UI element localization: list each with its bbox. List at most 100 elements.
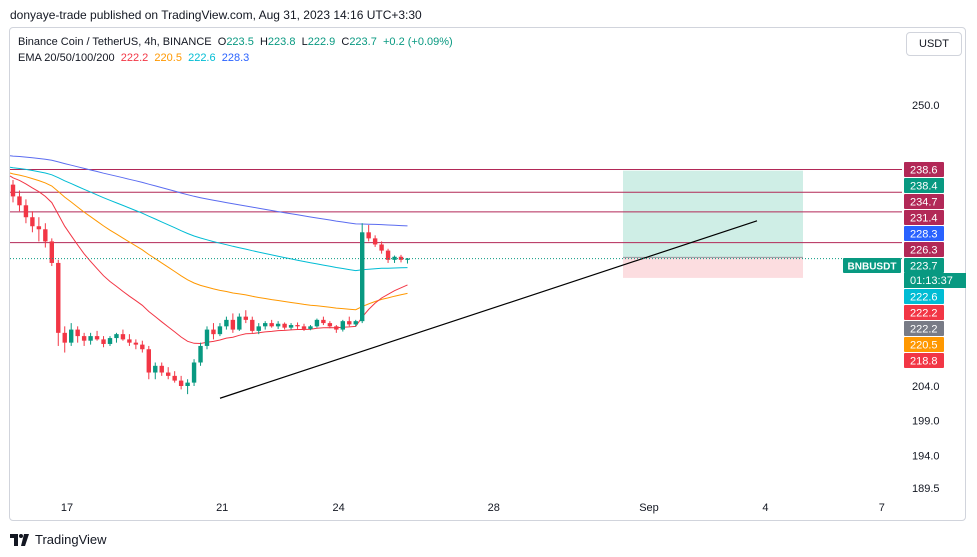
candle-body	[172, 375, 177, 381]
x-tick-label: 24	[332, 502, 344, 514]
candle-body	[353, 321, 358, 325]
x-tick-label: 4	[762, 502, 768, 514]
candle-body	[269, 323, 274, 327]
candle-body	[321, 319, 326, 324]
candle-body	[250, 319, 255, 331]
candle-body	[43, 229, 48, 242]
price-badge	[904, 336, 944, 352]
price-badge-label: 231.4	[910, 212, 938, 224]
loss-zone	[623, 257, 803, 278]
candle-body	[230, 319, 236, 330]
y-tick-label: 250.0	[912, 100, 940, 112]
trendline	[219, 220, 758, 399]
change-value: +0.2 (+0.09%)	[382, 36, 453, 48]
price-badges: 238.6 238.4 234.7 231.4 228.3 226.3 223.7 01:13…	[843, 161, 966, 368]
price-badge	[904, 209, 944, 225]
symbol-tag-label: BNBUSDT	[848, 261, 897, 272]
candles	[10, 179, 410, 395]
candle-body	[243, 316, 248, 320]
ema100-value: 222.6	[188, 52, 216, 64]
open-label: O	[217, 36, 227, 48]
candle-body	[49, 241, 54, 263]
x-tick-label: 7	[879, 502, 885, 514]
y-tick-label: 199.0	[912, 415, 940, 427]
candle-body	[133, 342, 139, 345]
price-badge-label: 222.2	[910, 323, 938, 335]
x-tick-label: 21	[216, 502, 228, 514]
price-badge	[904, 352, 944, 368]
tradingview-brand: TradingView	[35, 532, 107, 547]
price-badge	[904, 241, 944, 257]
candle-body	[256, 326, 261, 331]
price-badge	[904, 320, 944, 336]
price-badge	[904, 177, 944, 193]
candle-body	[308, 326, 313, 329]
axes: 17 21 24 28 Sep 4 7 250.0 204.0 199.0 194.0 189.5	[61, 100, 940, 514]
ema200-value: 228.3	[221, 52, 250, 64]
candle-body	[94, 336, 100, 340]
price-badge-label: 223.7	[910, 260, 938, 272]
candle-body	[191, 362, 197, 383]
candle-body	[379, 244, 384, 251]
y-tick-label: 204.0	[912, 381, 940, 393]
candle-body	[366, 232, 371, 239]
price-badge	[904, 161, 944, 177]
candle-body	[120, 334, 126, 340]
x-tick-label: 28	[488, 502, 500, 514]
close-label: C	[341, 36, 350, 48]
y-tick-label: 189.5	[912, 483, 940, 495]
candle-body	[295, 325, 300, 327]
horizontal-levels	[10, 168, 902, 244]
candle-body	[334, 326, 339, 330]
ema50-value: 220.5	[154, 52, 182, 64]
candle-body	[17, 196, 22, 206]
countdown-badge	[904, 272, 966, 288]
price-badge-label: 238.4	[910, 180, 938, 192]
ema20-value: 222.2	[120, 52, 149, 64]
candle-body	[204, 329, 210, 346]
ema100-line	[9, 166, 408, 272]
candle-body	[347, 321, 352, 325]
symbol-title: Binance Coin / TetherUS, 4h, BINANCE	[18, 36, 212, 48]
candle-body	[372, 238, 378, 245]
candle-body	[314, 319, 320, 327]
candle-body	[275, 323, 281, 327]
candle-body	[127, 339, 132, 343]
candle-body	[36, 226, 42, 230]
tradingview-logo[interactable]: TradingView	[10, 532, 107, 547]
candle-body	[178, 380, 184, 386]
candle-body	[237, 316, 242, 330]
candle-body	[211, 329, 216, 335]
candle-body	[62, 332, 67, 343]
ema-legend: EMA 20/50/100/200 222.2 220.5 222.6 228.…	[18, 52, 249, 64]
candle-body	[153, 365, 158, 373]
price-badge-label: 218.8	[910, 355, 938, 367]
price-badge	[904, 288, 944, 304]
x-tick-label: Sep	[639, 502, 659, 514]
candle-body	[146, 349, 151, 373]
candle-body	[217, 326, 223, 335]
candle-body	[23, 205, 29, 218]
candle-body	[10, 184, 16, 197]
ema-lines	[9, 155, 408, 345]
candle-body	[198, 345, 203, 363]
candle-body	[224, 319, 229, 327]
ema200-line	[9, 155, 408, 227]
price-badge-label: 234.7	[910, 196, 938, 208]
candle-body	[30, 217, 35, 227]
price-badge-label: 220.5	[910, 339, 938, 351]
candle-body	[101, 339, 106, 344]
price-badge-label: 226.3	[910, 244, 938, 256]
profit-zone	[623, 170, 803, 258]
candle-body	[114, 334, 119, 339]
candle-body	[405, 258, 410, 260]
close-value: 223.7	[349, 36, 377, 48]
candle-body	[327, 323, 333, 327]
candle-body	[166, 372, 171, 376]
candle-body	[75, 329, 80, 337]
price-badge	[904, 257, 944, 273]
price-badge	[904, 304, 944, 320]
symbol-tag	[843, 257, 901, 273]
currency-button[interactable]: USDT	[906, 32, 962, 56]
